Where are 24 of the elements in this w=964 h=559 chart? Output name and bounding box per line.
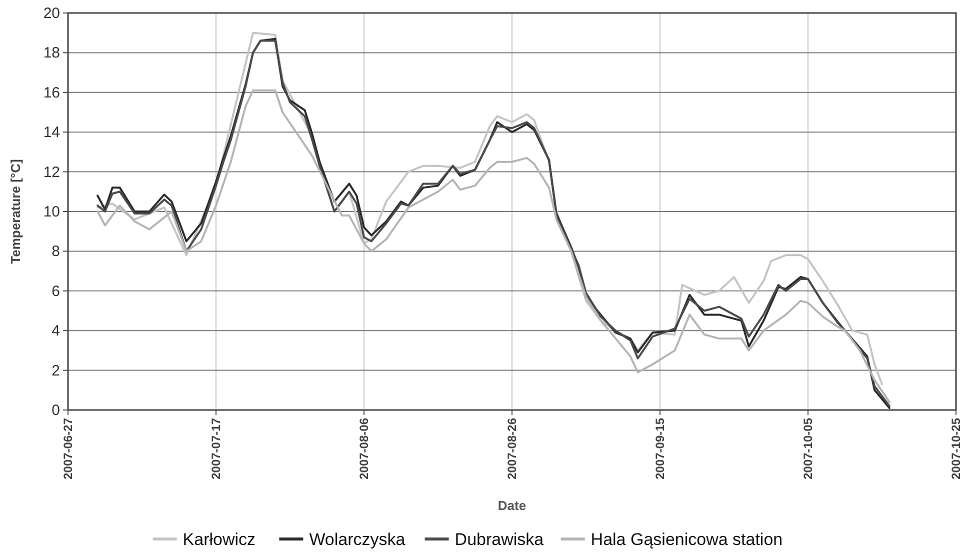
x-tick-label: 2007-06-27 [61, 418, 75, 480]
y-tick-label: 6 [52, 282, 60, 300]
x-tick-label: 2007-07-17 [209, 418, 223, 480]
x-tick-label: 2007-09-15 [653, 418, 667, 480]
legend-label: Dubrawiska [454, 530, 544, 549]
y-tick-label: 10 [43, 204, 60, 220]
y-tick-label: 2 [52, 362, 60, 380]
y-tick-label: 8 [52, 243, 60, 260]
y-axis-title: Temperature [°C] [8, 159, 23, 264]
x-tick-label: 2007-08-06 [357, 418, 371, 480]
x-axis-title: Date [498, 498, 526, 513]
y-tick-label: 16 [43, 84, 60, 102]
x-tick-label: 2007-08-26 [505, 418, 519, 480]
y-tick-label: 14 [43, 124, 60, 142]
legend-label: Karłowicz [182, 530, 256, 549]
legend-label: Hala Gąsienicowa station [590, 530, 783, 549]
legend-label: Wolarczyska [309, 530, 406, 549]
x-tick-label: 2007-10-25 [949, 418, 963, 480]
y-tick-label: 12 [43, 164, 60, 181]
y-tick-label: 4 [52, 322, 60, 340]
y-tick-label: 18 [43, 44, 60, 62]
y-tick-label: 0 [52, 402, 60, 419]
y-tick-label: 20 [43, 5, 60, 22]
x-tick-label: 2007-10-05 [801, 418, 815, 480]
